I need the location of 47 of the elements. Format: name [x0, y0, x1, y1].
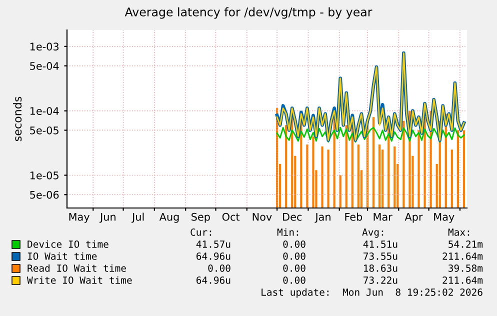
x-tick-label: Jul	[132, 212, 144, 223]
x-tick-label: Mar	[374, 213, 392, 221]
text: 0.00	[283, 264, 306, 272]
x-tick-label: Jan	[314, 213, 330, 223]
text: 0.00	[283, 276, 306, 284]
x-tick-label: Nov	[252, 213, 272, 221]
x-tick-label: May	[434, 213, 454, 223]
text: 39.58m	[448, 264, 483, 272]
y-tick-label: 5e-06	[30, 190, 59, 199]
y-tick-label: 5e-04	[30, 62, 59, 70]
text: 73.22u	[364, 276, 398, 284]
legend-label: Read IO Wait time	[28, 264, 126, 272]
x-tick-label: Dec	[283, 213, 302, 221]
y-tick-label: 1e-05	[30, 171, 58, 180]
text: 0.00	[283, 252, 306, 260]
y-axis-title: seconds	[13, 96, 22, 142]
x-tick-label: Aug	[159, 213, 179, 223]
text: Max:	[448, 228, 470, 236]
text: 0.00	[208, 264, 230, 272]
y-tick-label: 1e-04	[30, 107, 59, 115]
text: 54.21m	[448, 240, 483, 248]
text: 0.00	[283, 240, 306, 248]
x-tick-label: Oct	[222, 212, 240, 221]
text: Last update: Mon Jun 8 19:25:02 2026	[262, 288, 482, 298]
legend-label: Device IO time	[28, 240, 108, 248]
text: Cur:	[190, 228, 212, 236]
x-tick-label: Sep	[192, 212, 210, 223]
text: Min:	[277, 228, 298, 236]
text: 211.64m	[442, 252, 483, 260]
legend-label: Write IO Wait time	[27, 276, 132, 284]
y-tick-label: 1e-03	[30, 42, 59, 51]
text: 64.96u	[196, 276, 230, 284]
text: 211.64m	[442, 276, 483, 284]
x-tick-label: May	[69, 213, 90, 223]
text: 41.57u	[196, 240, 230, 248]
text: Avg:	[362, 228, 384, 238]
y-tick-label: 5e-05	[30, 126, 58, 134]
text: 18.63u	[364, 264, 398, 272]
x-tick-label: Apr	[404, 213, 423, 223]
x-tick-label: Jun	[100, 213, 116, 223]
chart-title: Average latency for /dev/vg/tmp - by year	[124, 7, 372, 19]
text: 41.51u	[363, 240, 398, 248]
legend-label: IO Wait time	[28, 252, 97, 260]
text: 64.96u	[196, 252, 230, 260]
line-series	[276, 126, 465, 143]
text: 73.55u	[364, 252, 398, 260]
x-tick-label: Feb	[345, 212, 362, 221]
